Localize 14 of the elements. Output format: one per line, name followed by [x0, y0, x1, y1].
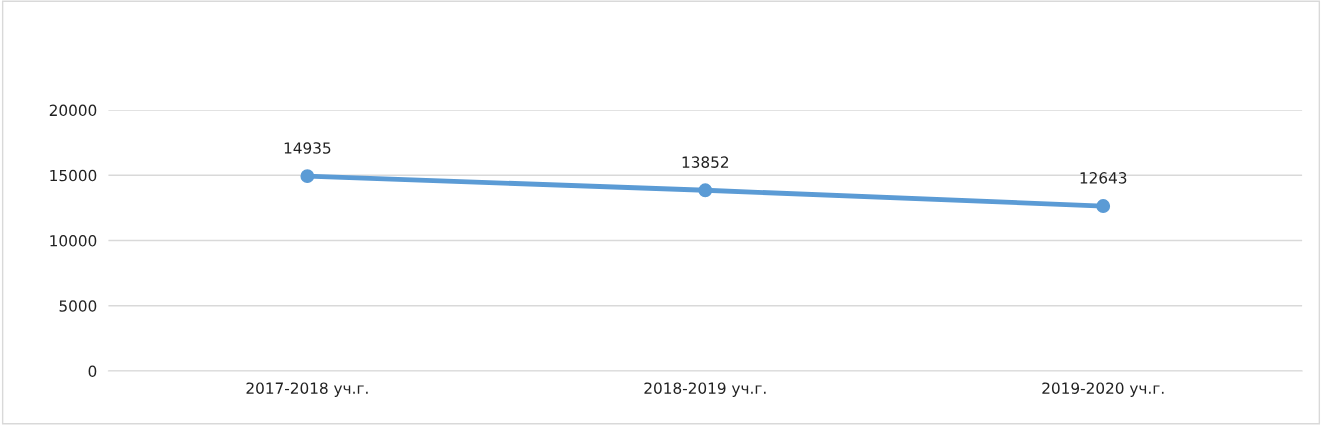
data-label: 13852 — [682, 156, 729, 168]
data-label: 14935 — [284, 142, 331, 154]
x-tick-label: 2018-2019 уч.г. — [644, 382, 766, 397]
data-label: 12643 — [1080, 172, 1127, 184]
y-tick-label: 5000 — [59, 300, 97, 312]
point — [1096, 199, 1111, 214]
y-tick-label: 15000 — [50, 169, 97, 182]
y-tick-label: 10000 — [50, 235, 97, 247]
point — [300, 169, 315, 184]
point — [698, 183, 713, 198]
y-tick-label: 20000 — [49, 104, 97, 117]
y-tick-label: 0 — [88, 365, 97, 378]
x-tick-label: 2017-2018 уч.г. — [246, 382, 368, 397]
x-tick-label: 2019-2020 уч.г. — [1042, 382, 1164, 397]
